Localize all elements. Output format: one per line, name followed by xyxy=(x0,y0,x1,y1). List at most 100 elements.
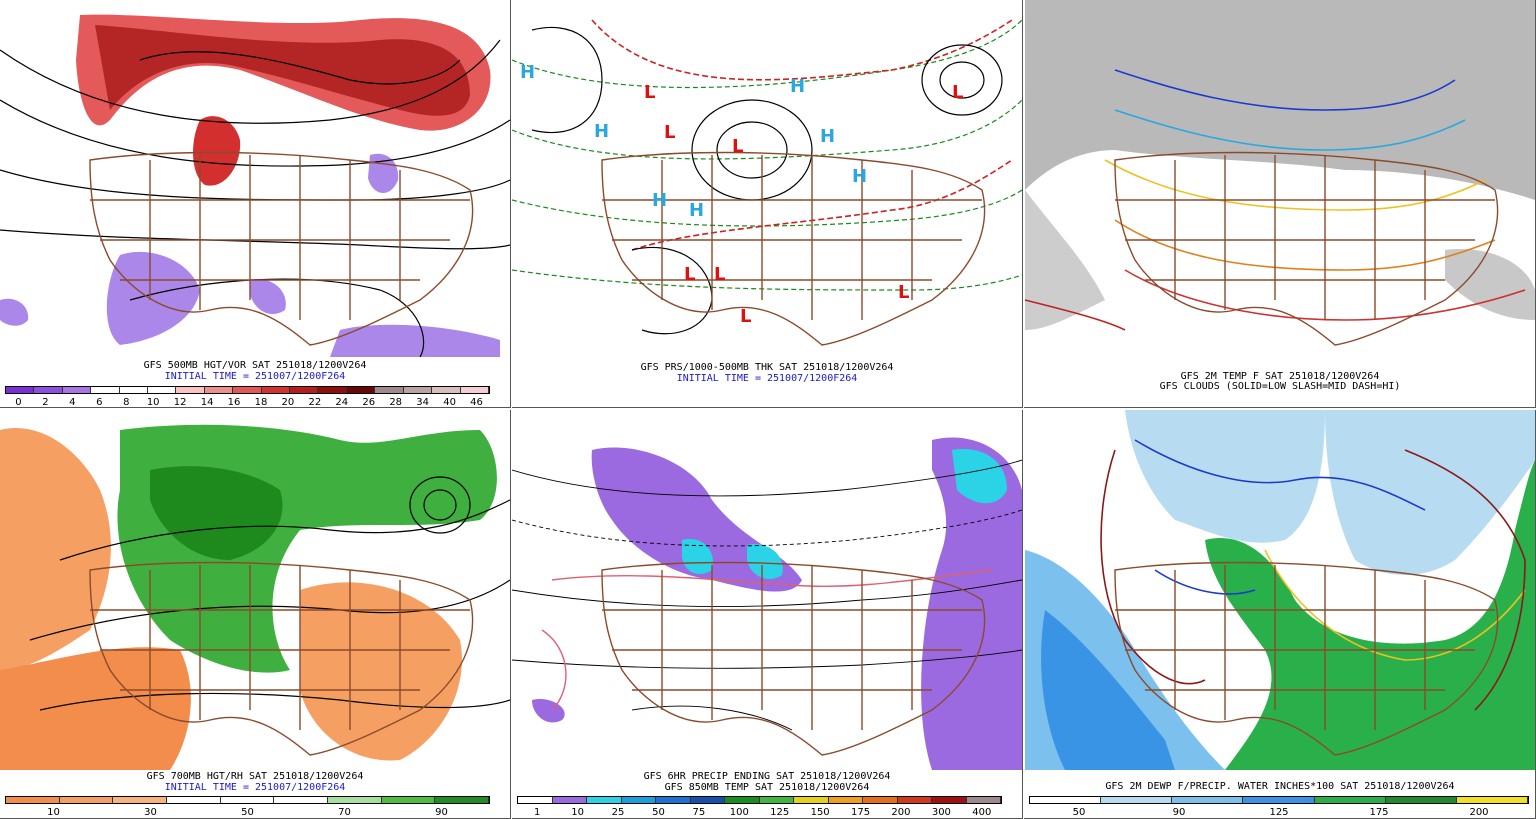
colorbar-swatch xyxy=(274,797,329,803)
colorbar-tick-label: 6 xyxy=(96,397,103,408)
caption-line-2: INITIAL TIME = 251007/1200F264 xyxy=(164,371,346,382)
colorbar-tick-label: 175 xyxy=(1369,807,1389,818)
map-700mb-rh xyxy=(0,410,510,770)
colorbar-swatch xyxy=(59,797,114,803)
colorbar-tick-label: 125 xyxy=(770,807,790,818)
low-pressure-marker: L xyxy=(714,264,725,285)
colorbar-tick-label: 34 xyxy=(416,397,429,408)
colorbar-swatch xyxy=(1385,797,1457,803)
low-pressure-marker: L xyxy=(732,136,743,157)
colorbar-swatch xyxy=(381,797,436,803)
colorbar-tick-label: 28 xyxy=(389,397,403,408)
panel-500mb-vorticity: GFS 500MB HGT/VOR SAT 251018/1200V264 IN… xyxy=(0,0,511,408)
colorbar-tick-label: 0 xyxy=(15,397,22,408)
colorbar-swatch xyxy=(1456,797,1528,803)
colorbar-swatch xyxy=(828,797,863,803)
colorbar-swatch xyxy=(261,387,291,393)
panel-2m-dewpoint-precip-water: GFS 2M DEWP F/PRECIP. WATER INCHES*100 S… xyxy=(1024,410,1536,819)
colorbar-tick-label: 1 xyxy=(534,807,541,818)
colorbar-tick-label: 175 xyxy=(850,807,871,818)
colorbar-tick-label: 75 xyxy=(692,807,706,818)
high-pressure-marker: H xyxy=(689,200,704,221)
colorbar-swatch xyxy=(621,797,656,803)
colorbar-tick-label: 14 xyxy=(200,397,214,408)
precip-water-colorbar xyxy=(1029,796,1529,804)
colorbar-tick-label: 10 xyxy=(47,807,60,818)
colorbar-tick-label: 400 xyxy=(972,807,992,818)
colorbar-tick-label: 18 xyxy=(254,397,268,408)
colorbar-tick-label: 150 xyxy=(810,807,830,818)
colorbar-swatch xyxy=(204,387,234,393)
colorbar-tick-label: 8 xyxy=(123,397,130,408)
caption-line-1: GFS 2M TEMP F SAT 251018/1200V264 xyxy=(1180,371,1380,382)
colorbar-swatch xyxy=(587,797,622,803)
colorbar-tick-label: 100 xyxy=(729,807,749,818)
colorbar-tick-label: 25 xyxy=(611,807,625,818)
rh-colorbar-labels: 10 30 50 70 90 xyxy=(5,807,490,818)
colorbar-swatch xyxy=(167,797,221,803)
panel-6hr-precip-850mb-temp: GFS 6HR PRECIP ENDING SAT 251018/1200V26… xyxy=(512,410,1023,819)
colorbar-tick-label: 90 xyxy=(1172,807,1186,818)
colorbar-tick-label: 2 xyxy=(42,397,49,408)
high-pressure-marker: H xyxy=(820,126,835,147)
colorbar-swatch xyxy=(863,797,898,803)
colorbar-swatch xyxy=(403,387,433,393)
high-pressure-marker: H xyxy=(652,190,667,211)
colorbar-swatch xyxy=(897,797,932,803)
colorbar-tick-label: 300 xyxy=(931,807,951,818)
colorbar-tick-label: 16 xyxy=(227,397,241,408)
map-2m-temperature xyxy=(1024,0,1535,357)
caption-line-2: INITIAL TIME = 251007/1200F264 xyxy=(676,373,858,384)
colorbar-swatch xyxy=(690,797,725,803)
low-pressure-marker: L xyxy=(952,82,963,103)
colorbar-tick-label: 40 xyxy=(443,397,456,408)
caption-line-2: GFS CLOUDS (SOLID=LOW SLASH=MID DASH=HI) xyxy=(1159,381,1401,392)
vorticity-colorbar xyxy=(5,386,490,394)
precip-colorbar xyxy=(517,796,1002,804)
colorbar-swatch xyxy=(148,387,177,393)
colorbar-tick-label: 10 xyxy=(146,397,160,408)
low-pressure-marker: L xyxy=(644,82,655,103)
caption-line-2: INITIAL TIME = 251007/1200F264 xyxy=(164,782,346,793)
colorbar-tick-label: 30 xyxy=(144,807,157,818)
colorbar-swatch xyxy=(656,797,691,803)
colorbar-swatch xyxy=(1314,797,1386,803)
colorbar-tick-label: 12 xyxy=(173,397,187,408)
colorbar-tick-label: 20 xyxy=(281,397,295,408)
caption-line-1: GFS 700MB HGT/RH SAT 251018/1200V264 xyxy=(146,771,364,782)
precip-colorbar-labels: 1 10 25 50 75 100 125 150 175 200 300 400 xyxy=(517,807,1002,818)
colorbar-swatch xyxy=(1101,797,1173,803)
rh-colorbar xyxy=(5,796,490,804)
colorbar-swatch xyxy=(113,797,168,803)
high-pressure-marker: H xyxy=(594,121,609,142)
low-pressure-marker: L xyxy=(684,264,695,285)
map-6hr-precip xyxy=(512,410,1022,770)
colorbar-swatch xyxy=(1243,797,1315,803)
colorbar-tick-label: 90 xyxy=(435,807,448,818)
colorbar-swatch xyxy=(346,387,376,393)
colorbar-tick-label: 24 xyxy=(335,397,349,408)
colorbar-tick-label: 70 xyxy=(338,807,351,818)
colorbar-swatch xyxy=(759,797,794,803)
colorbar-tick-label: 4 xyxy=(69,397,76,408)
colorbar-tick-label: 46 xyxy=(470,397,483,408)
caption-line-1: GFS PRS/1000-500MB THK SAT 251018/1200V2… xyxy=(640,362,894,373)
colorbar-tick-label: 22 xyxy=(308,397,322,408)
caption-line-2: GFS 850MB TEMP SAT 251018/1200V264 xyxy=(664,782,870,793)
caption-line-1: GFS 500MB HGT/VOR SAT 251018/1200V264 xyxy=(143,360,367,371)
vorticity-colorbar-labels: 0 2 4 6 8 10 12 14 16 18 20 22 24 26 28 34 40 46 xyxy=(5,397,490,408)
colorbar-swatch xyxy=(460,387,489,393)
colorbar-swatch xyxy=(1030,797,1102,803)
low-pressure-marker: L xyxy=(740,306,751,327)
colorbar-swatch xyxy=(290,387,319,393)
colorbar-tick-label: 50 xyxy=(1072,807,1086,818)
colorbar-swatch xyxy=(966,797,1001,803)
colorbar-swatch xyxy=(432,387,461,393)
panel-700mb-rh: GFS 700MB HGT/RH SAT 251018/1200V264 INI… xyxy=(0,410,511,819)
high-pressure-marker: H xyxy=(852,166,867,187)
caption-line-1: GFS 6HR PRECIP ENDING SAT 251018/1200V26… xyxy=(643,771,891,782)
panel-2m-temp-clouds: GFS 2M TEMP F SAT 251018/1200V264 GFS CL… xyxy=(1024,0,1536,408)
colorbar-swatch xyxy=(6,387,35,393)
colorbar-swatch xyxy=(34,387,63,393)
colorbar-tick-label: 10 xyxy=(571,807,584,818)
